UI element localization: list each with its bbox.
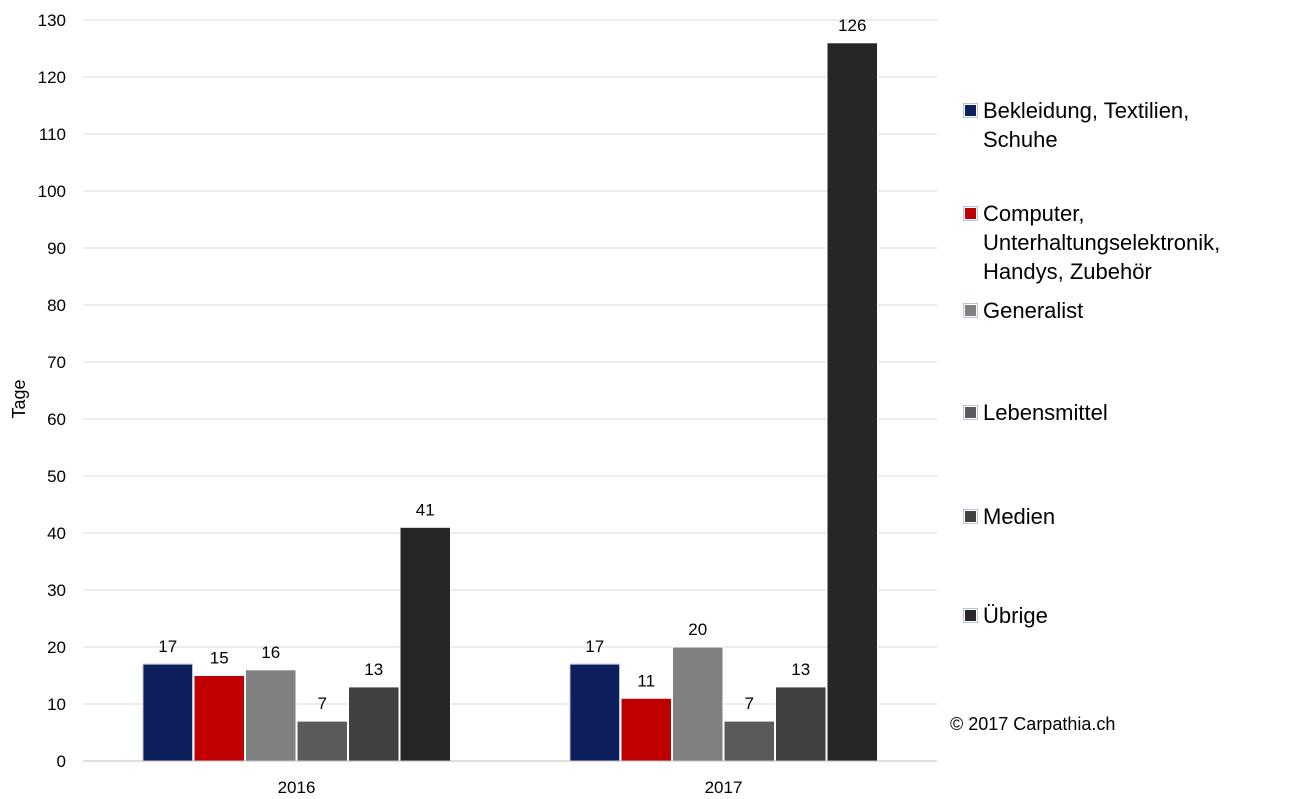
bar: [569, 663, 621, 762]
y-tick-label: 0: [57, 752, 66, 771]
gridlines: [83, 19, 937, 705]
legend-label: Übrige: [983, 603, 1048, 628]
y-tick-label: 130: [38, 11, 66, 30]
legend-label: Medien: [983, 504, 1056, 529]
y-tick-label: 120: [38, 68, 66, 87]
y-tick-label: 100: [38, 182, 66, 201]
legend: Bekleidung, Textilien, Schuhe Computer, U…: [963, 0, 1295, 799]
y-tick-label: 10: [47, 695, 66, 714]
bar: [348, 686, 400, 762]
data-labels: 17 15 16 7 13 41 17 11 20 7 13 126: [158, 16, 866, 713]
legend-item: Medien: [963, 502, 1293, 531]
data-label: 7: [745, 694, 754, 713]
y-tick-label: 110: [39, 125, 66, 144]
bar: [296, 720, 348, 762]
legend-item: Computer, Unterhaltungselektronik, Handy…: [963, 199, 1293, 286]
legend-label: Generalist: [983, 298, 1084, 323]
legend-swatch: [963, 405, 978, 420]
bar: [775, 686, 827, 762]
legend-item: Lebensmittel: [963, 398, 1293, 427]
data-label: 7: [318, 694, 327, 713]
y-tick-label: 50: [47, 467, 66, 486]
y-tick-label: 30: [47, 581, 66, 600]
legend-swatch: [963, 509, 978, 524]
copyright-note: © 2017 Carpathia.ch: [950, 714, 1116, 734]
bar: [193, 675, 245, 762]
legend-swatch: [963, 608, 978, 623]
x-tick-label: 2016: [278, 778, 316, 797]
bar: [620, 697, 672, 762]
bar: [399, 526, 451, 762]
data-label: 41: [416, 500, 435, 519]
bar: [245, 669, 297, 762]
data-label: 17: [158, 637, 177, 656]
bar: [672, 646, 724, 762]
x-tick-label: 2017: [705, 778, 743, 797]
bar: [826, 42, 878, 762]
legend-swatch: [963, 303, 978, 318]
data-label: 13: [791, 660, 810, 679]
data-label: 20: [688, 620, 707, 639]
y-tick-label: 80: [47, 296, 66, 315]
legend-item: Übrige: [963, 601, 1293, 630]
y-tick-label: 90: [47, 239, 66, 258]
y-tick-label: 70: [47, 353, 66, 372]
legend-label: Computer, Unterhaltungselektronik, Handy…: [983, 201, 1221, 284]
bars: [142, 42, 878, 762]
data-label: 126: [838, 16, 866, 35]
legend-swatch: [963, 206, 978, 221]
data-label: 15: [210, 649, 229, 668]
legend-label: Lebensmittel: [983, 400, 1108, 425]
y-tick-label: 60: [47, 410, 66, 429]
y-tick-label: 20: [47, 638, 66, 657]
legend-label: Bekleidung, Textilien, Schuhe: [983, 98, 1190, 152]
y-axis-ticks: 0 10 20 30 40 50 60 70 80 90 100 110 120 130: [38, 11, 66, 771]
legend-swatch: [963, 103, 978, 118]
bar: [723, 720, 775, 762]
data-label: 16: [261, 643, 280, 662]
data-label: 17: [585, 637, 604, 656]
legend-item: Generalist: [963, 296, 1293, 325]
data-label: 11: [637, 671, 655, 690]
y-axis-label: Tage: [9, 379, 29, 418]
bar: [142, 663, 194, 762]
legend-item: Bekleidung, Textilien, Schuhe: [963, 96, 1293, 154]
x-axis-ticks: 2016 2017: [278, 778, 743, 797]
data-label: 13: [364, 660, 383, 679]
y-tick-label: 40: [47, 524, 66, 543]
